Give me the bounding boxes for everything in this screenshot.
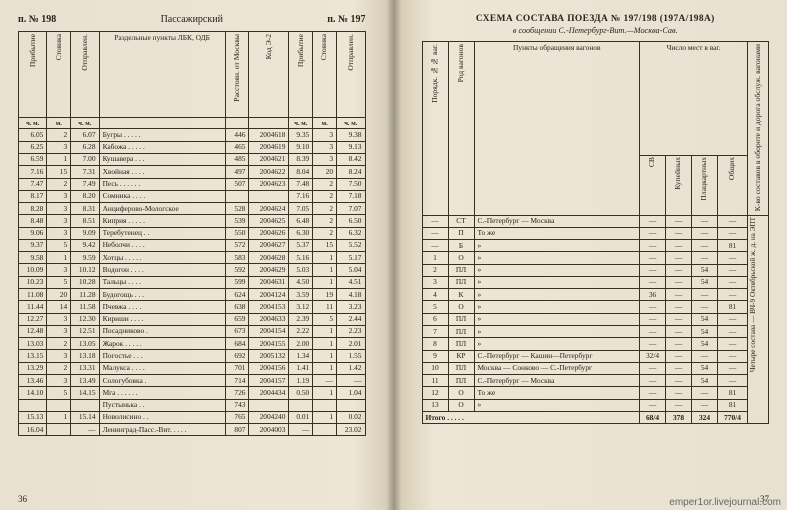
formation-row: —Б»———81 — [422, 240, 769, 252]
left-header: п. № 198 Пассажирский п. № 197 — [18, 14, 366, 25]
col-wagon-route: Пункты обращения вагонов — [474, 42, 640, 216]
schedule-row: 7.16157.31Хвойная . . . .49720046228.042… — [19, 166, 366, 178]
col-dist: Расстоян. от Москвы — [225, 32, 249, 118]
formation-row: 6ПЛ»——54— — [422, 313, 769, 325]
col-wagon-num: Порядк. №№ ваг. — [422, 42, 448, 216]
right-subtitle: в сообщении С.-Петербург-Вит.—Москва-Сав… — [422, 26, 770, 35]
formation-row: 8ПЛ»——54— — [422, 338, 769, 350]
schedule-row: 15.13115.14Новолисино . .76520042400.011… — [19, 411, 366, 423]
schedule-row: 9.5819.59Хотцы . . . . .58320046285.1615… — [19, 252, 366, 264]
schedule-row: 6.5917.00Кушавера . . .48520046218.3938.… — [19, 153, 366, 165]
right-title: СХЕМА СОСТАВА ПОЕЗДА № 197/198 (197А/198… — [422, 14, 770, 24]
formation-row: 2ПЛ»——54— — [422, 264, 769, 276]
schedule-row: 13.03213.05Жарок . . . . .68420041552.00… — [19, 338, 366, 350]
col-kvo: К-во составов в обороте и дорога обслуж.… — [748, 42, 769, 216]
schedule-row: 16.04—Ленинград-Пасс.-Вит. . . . .807200… — [19, 424, 366, 436]
col-arr-1: Прибытие — [19, 32, 47, 118]
schedule-table: Прибытие Стоянка Отправлен. Раздельные п… — [18, 31, 366, 436]
schedule-row: 14.10514.15Мга . . . . . .72620044340.50… — [19, 387, 366, 399]
schedule-row: 9.0639.09Теребутенец . .55020046266.3026… — [19, 227, 366, 239]
right-page: СХЕМА СОСТАВА ПОЕЗДА № 197/198 (197А/198… — [394, 0, 787, 510]
formation-row: 3ПЛ»——54— — [422, 276, 769, 288]
formation-row: —ПТо же———— — [422, 227, 769, 239]
schedule-row: 10.09310.12Водогон . . . .59220046295.03… — [19, 264, 366, 276]
formation-row: 9КРС.-Петербург — Кашин—Петербург32/4——— — [422, 350, 769, 362]
page-num-left: 36 — [18, 494, 27, 504]
train-right-num: п. № 197 — [327, 14, 365, 25]
formation-row: 10ПЛМосква — Сонково — С.-Петербург——54— — [422, 362, 769, 374]
formation-row: 7ПЛ»——54— — [422, 326, 769, 338]
schedule-row: 12.27312.30Кириши . . . .65920046332.395… — [19, 313, 366, 325]
col-stop-2: Стоянка — [313, 32, 337, 118]
formation-row: 12ОТо же———81 — [422, 387, 769, 399]
formation-row: 11ПЛС.-Петербург — Москва——54— — [422, 375, 769, 387]
left-page: п. № 198 Пассажирский п. № 197 Прибытие … — [0, 0, 394, 510]
schedule-row: 12.48312.51Посадниково .67320041542.2212… — [19, 325, 366, 337]
schedule-row: 8.2838.31Анциферово-Мологское52820046247… — [19, 203, 366, 215]
col-seats-group: Число мест в ваг. — [640, 42, 748, 156]
formation-table: Порядк. №№ ваг. Род вагонов Пункты обращ… — [422, 41, 770, 424]
formation-row: 5О»———81 — [422, 301, 769, 313]
train-type: Пассажирский — [62, 14, 321, 25]
total-row: Итого . . . . .68/4378324770/4 — [422, 412, 769, 424]
schedule-row: 8.1738.20Сомника . . . .7.1627.18 — [19, 190, 366, 202]
schedule-row: Пустынька . .743 — [19, 399, 366, 411]
col-code: Код Э-2 — [249, 32, 289, 118]
side-note: Четыре состава — ВЧ-9 Октябрьской ж. д. … — [750, 217, 758, 372]
col-stop-1: Стоянка — [47, 32, 71, 118]
formation-row: 1О»———— — [422, 252, 769, 264]
col-dep-1: Отправлен. — [71, 32, 99, 118]
formation-row: 4К»36——— — [422, 289, 769, 301]
col-wagon-type: Род вагонов — [448, 42, 474, 216]
schedule-row: 11.082011.28Будогощь . . .62420041243.59… — [19, 289, 366, 301]
schedule-row: 13.46313.49Сологубовка .71420041571.19—— — [19, 375, 366, 387]
schedule-row: 10.23510.28Тальцы . . . .59920046314.501… — [19, 276, 366, 288]
col-dep-2: Отправлен. — [337, 32, 365, 118]
formation-row: —СТС.-Петербург — Москва————Четыре соста… — [422, 215, 769, 227]
book-spread: п. № 198 Пассажирский п. № 197 Прибытие … — [0, 0, 787, 510]
schedule-row: 9.3759.42Неболчи . . . .57220046275.3715… — [19, 239, 366, 251]
schedule-row: 13.15313.18Погостье . . .69220051321.341… — [19, 350, 366, 362]
schedule-row: 7.4727.49Песь . . . . . .50720046237.482… — [19, 178, 366, 190]
schedule-row: 6.2536.28Кабожа . . . . .46520046199.103… — [19, 141, 366, 153]
watermark: emper1or.livejournal.com — [669, 497, 781, 508]
col-arr-2: Прибытие — [289, 32, 313, 118]
schedule-row: 11.441411.58Пчевжа . . . .63820041533.12… — [19, 301, 366, 313]
formation-row: 13О»———81 — [422, 399, 769, 411]
schedule-row: 8.4838.51Киприя . . . . .53920046256.482… — [19, 215, 366, 227]
schedule-row: 6.0526.07Бугры . . . . .44620046189.3539… — [19, 129, 366, 141]
col-stations: Раздельные пункты ЛБК, ОДБ — [99, 32, 225, 118]
schedule-row: 13.29213.31Малукса . . . .70120041561.41… — [19, 362, 366, 374]
train-left-num: п. № 198 — [18, 14, 56, 25]
